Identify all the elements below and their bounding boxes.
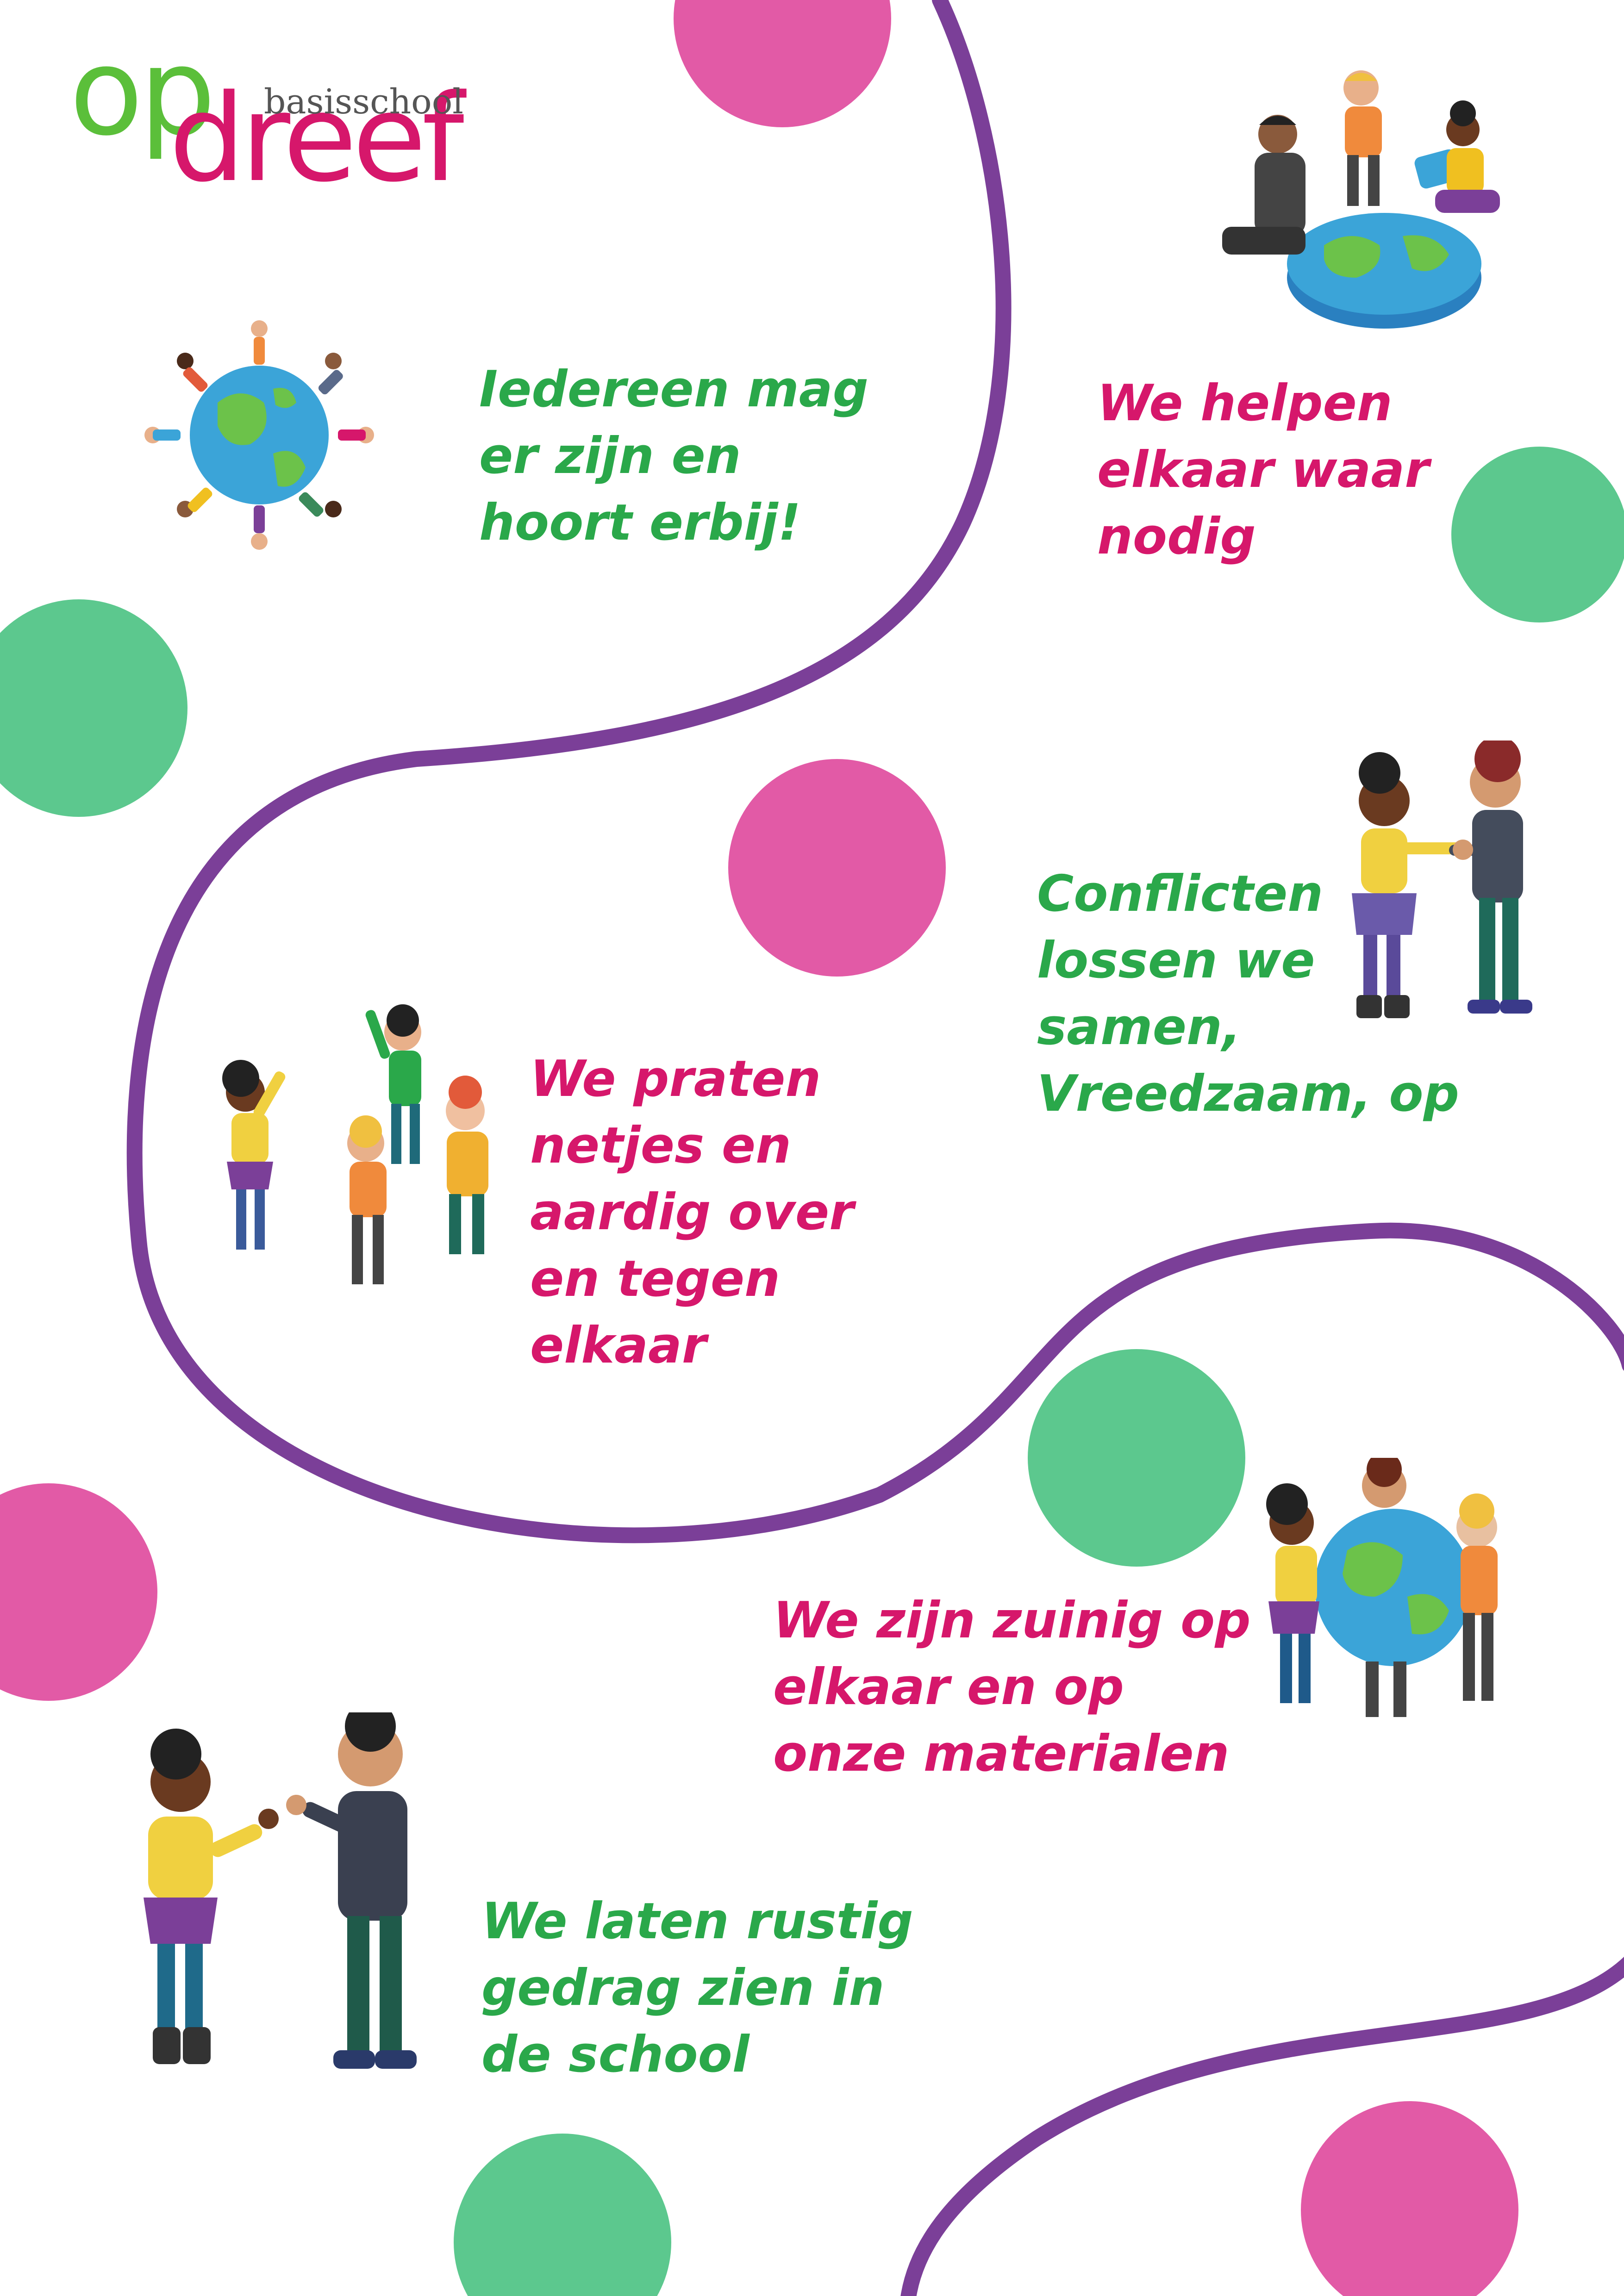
rule-text: Conflicten lossen we samen, Vreedzaam, o… bbox=[1037, 865, 1459, 1123]
pink-dot bbox=[728, 759, 946, 977]
rule-text: We zijn zuinig op elkaar en op onze mate… bbox=[773, 1592, 1251, 1783]
school-logo: op dreef basisschool bbox=[69, 32, 514, 209]
purple-ribbon bbox=[900, 1956, 1624, 2296]
pink-dot bbox=[1301, 2101, 1518, 2296]
logo-dreef: dreef bbox=[169, 69, 464, 209]
children-around-globe-illustration bbox=[144, 320, 374, 550]
two-children-thumbs-up-illustration bbox=[144, 1712, 417, 2069]
logo-basisschool: basisschool bbox=[264, 82, 463, 122]
green-dot bbox=[454, 2134, 671, 2296]
rule-text: We laten rustig gedrag zien in de school bbox=[481, 1892, 913, 2084]
logo-op: op bbox=[69, 23, 216, 162]
green-dot bbox=[0, 599, 187, 817]
pink-dot bbox=[674, 0, 891, 127]
rule-text: Iedereen mag er zijn en hoort erbij! bbox=[479, 361, 868, 552]
two-children-shaking-hands-illustration bbox=[1352, 740, 1532, 1018]
pink-dot bbox=[0, 1483, 157, 1701]
rule-text: We helpen elkaar waar nodig bbox=[1097, 374, 1430, 566]
purple-ribbon bbox=[126, 0, 1624, 1543]
green-dot bbox=[1028, 1349, 1245, 1567]
rule-text: We praten netjes en aardig over en tegen… bbox=[530, 1050, 854, 1375]
children-building-puzzle-globe-illustration bbox=[1222, 70, 1500, 329]
children-hugging-globe-illustration bbox=[1266, 1458, 1498, 1717]
green-dot bbox=[1451, 447, 1624, 622]
group-of-children-talking-illustration bbox=[222, 1004, 488, 1284]
